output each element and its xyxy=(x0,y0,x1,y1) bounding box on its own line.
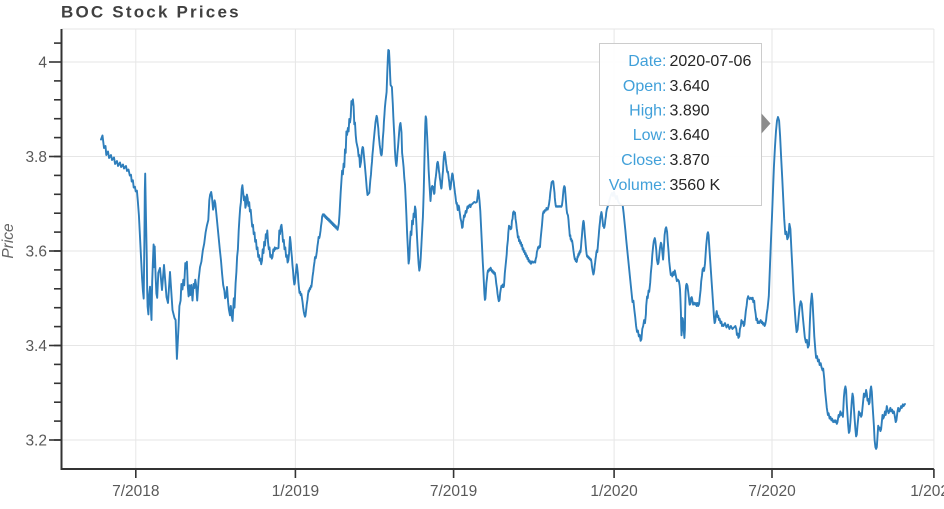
svg-text:2020-07-06: 2020-07-06 xyxy=(670,53,752,70)
svg-text:7/2018: 7/2018 xyxy=(112,483,159,500)
svg-text:3.6: 3.6 xyxy=(25,244,47,261)
svg-text:3.640: 3.640 xyxy=(670,78,710,95)
svg-text:1/2021: 1/2021 xyxy=(910,483,944,500)
svg-text:Low:: Low: xyxy=(633,127,667,144)
svg-text:Price: Price xyxy=(0,223,17,259)
svg-text:3.870: 3.870 xyxy=(670,152,710,169)
svg-text:Date:: Date: xyxy=(628,53,666,70)
svg-text:3.2: 3.2 xyxy=(25,433,47,450)
svg-text:3.4: 3.4 xyxy=(25,338,47,355)
svg-text:4: 4 xyxy=(38,55,47,72)
svg-text:7/2019: 7/2019 xyxy=(430,483,477,500)
svg-text:3560 K: 3560 K xyxy=(670,177,721,194)
svg-text:BOC Stock Prices: BOC Stock Prices xyxy=(61,3,241,22)
svg-text:High:: High: xyxy=(629,103,666,120)
svg-text:Open:: Open: xyxy=(623,78,667,95)
svg-text:7/2020: 7/2020 xyxy=(748,483,796,500)
svg-text:3.640: 3.640 xyxy=(670,127,710,144)
svg-text:1/2019: 1/2019 xyxy=(272,483,319,500)
svg-text:3.8: 3.8 xyxy=(25,149,47,166)
svg-text:1/2020: 1/2020 xyxy=(590,483,638,500)
svg-text:Volume:: Volume: xyxy=(609,177,667,194)
svg-text:3.890: 3.890 xyxy=(670,103,710,120)
svg-text:Close:: Close: xyxy=(621,152,666,169)
